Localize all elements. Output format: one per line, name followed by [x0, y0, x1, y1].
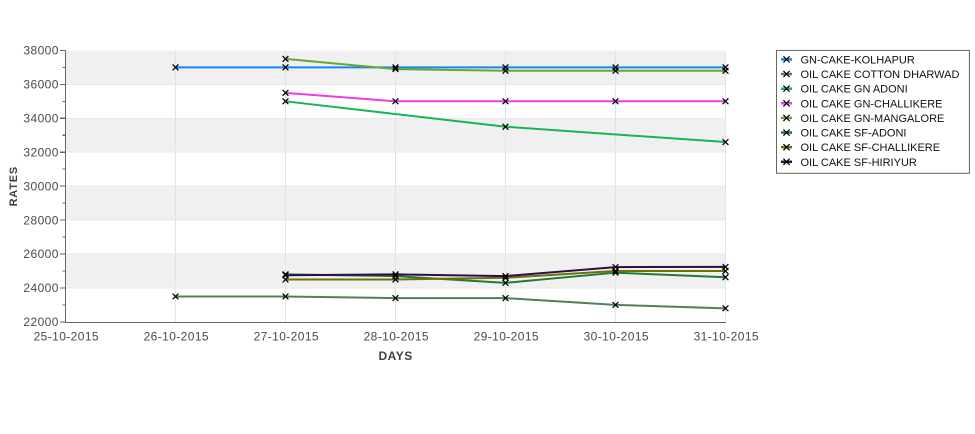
svg-text:29-10-2015: 29-10-2015	[474, 330, 539, 344]
svg-text:30000: 30000	[23, 179, 58, 193]
svg-text:38000: 38000	[23, 44, 58, 58]
svg-text:28-10-2015: 28-10-2015	[364, 330, 429, 344]
svg-text:26000: 26000	[23, 247, 58, 261]
svg-text:OIL CAKE GN ADONI: OIL CAKE GN ADONI	[801, 84, 908, 96]
svg-text:OIL CAKE SF-CHALLIKERE: OIL CAKE SF-CHALLIKERE	[801, 142, 941, 154]
svg-text:28000: 28000	[23, 213, 58, 227]
svg-text:OIL CAKE GN-CHALLIKERE: OIL CAKE GN-CHALLIKERE	[801, 98, 943, 110]
svg-text:OIL CAKE SF-ADONI: OIL CAKE SF-ADONI	[801, 128, 907, 140]
svg-text:GN-CAKE-KOLHAPUR: GN-CAKE-KOLHAPUR	[801, 54, 915, 66]
svg-text:30-10-2015: 30-10-2015	[584, 330, 649, 344]
svg-text:25-10-2015: 25-10-2015	[34, 330, 99, 344]
svg-text:OIL CAKE GN-MANGALORE: OIL CAKE GN-MANGALORE	[801, 113, 945, 125]
svg-text:34000: 34000	[23, 111, 58, 125]
svg-text:OIL CAKE COTTON DHARWAD: OIL CAKE COTTON DHARWAD	[801, 69, 960, 81]
svg-text:27-10-2015: 27-10-2015	[254, 330, 319, 344]
svg-text:26-10-2015: 26-10-2015	[144, 330, 209, 344]
svg-text:RATES: RATES	[8, 166, 20, 206]
svg-text:22000: 22000	[23, 315, 58, 329]
svg-text:DAYS: DAYS	[378, 349, 412, 363]
svg-text:36000: 36000	[23, 78, 58, 92]
svg-text:24000: 24000	[23, 281, 58, 295]
svg-text:32000: 32000	[23, 145, 58, 159]
svg-text:OIL CAKE SF-HIRIYUR: OIL CAKE SF-HIRIYUR	[801, 157, 917, 169]
svg-text:31-10-2015: 31-10-2015	[694, 330, 759, 344]
